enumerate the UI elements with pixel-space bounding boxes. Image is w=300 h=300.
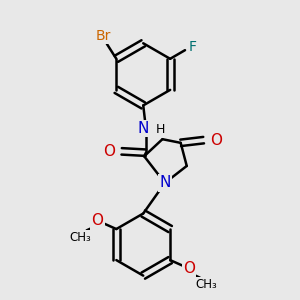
Text: F: F [189,40,197,54]
Text: Br: Br [95,29,110,43]
Text: O: O [210,133,222,148]
Text: CH₃: CH₃ [69,231,91,244]
Text: O: O [92,213,104,228]
Text: N: N [159,176,170,190]
Text: O: O [183,261,195,276]
Text: O: O [103,144,116,159]
Text: N: N [138,121,149,136]
Text: H: H [156,123,166,136]
Text: CH₃: CH₃ [196,278,218,291]
